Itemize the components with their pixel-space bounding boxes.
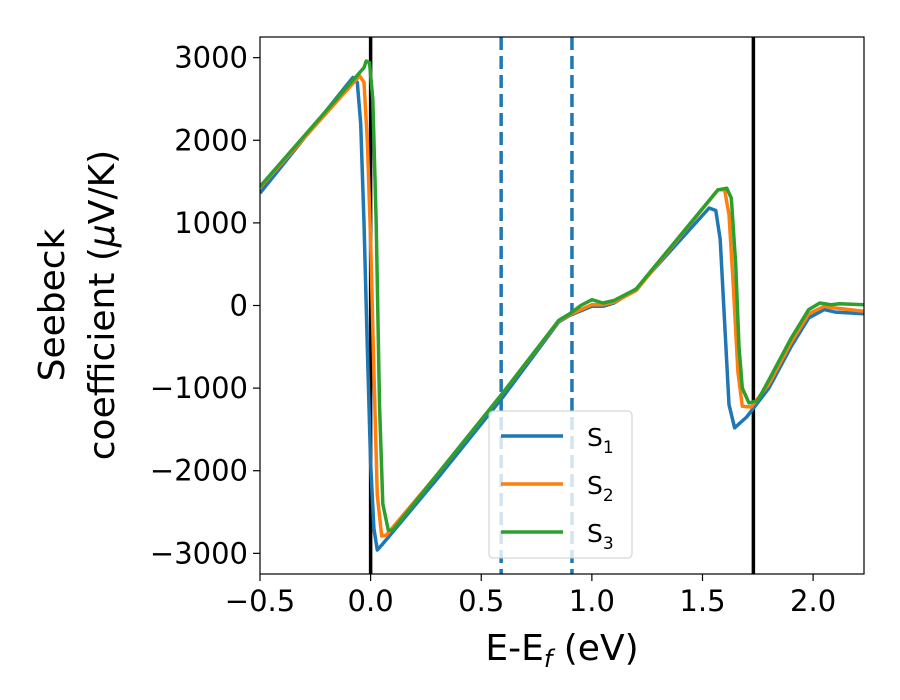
y-tick-label: −2000 [150,454,248,488]
legend-label-s3: S3 [587,519,614,554]
x-tick-label: −0.5 [225,584,295,618]
y-axis-title: Seebeck coefficient (μV/K) [32,150,123,460]
y-axis-title-line1: Seebeck [32,228,73,381]
legend: S1 S2 S3 [488,410,633,559]
y-tick-label: −3000 [150,536,248,570]
y-tick-label: −1000 [150,371,248,405]
y-axis-ticks: 3000 2000 1000 0 −1000 −2000 −3000 [150,41,260,570]
y-tick-label: 1000 [174,206,248,240]
x-axis-ticks: −0.5 0.0 0.5 1.0 1.5 2.0 [225,574,836,618]
x-tick-label: 0.0 [348,584,394,618]
x-axis-title: E-Ef (eV) [485,628,638,673]
y-tick-label: 0 [230,289,248,323]
x-tick-label: 2.0 [790,584,836,618]
y-tick-label: 2000 [174,123,248,157]
legend-label-s2: S2 [587,471,614,506]
series-lines [260,59,864,552]
y-tick-label: 3000 [174,41,248,75]
y-axis-title-line2: coefficient (μV/K) [82,150,123,460]
x-tick-label: 1.5 [679,584,725,618]
legend-label-s1: S1 [587,423,614,458]
x-tick-label: 1.0 [569,584,615,618]
x-tick-label: 0.5 [458,584,504,618]
series-line-s3 [260,59,864,532]
